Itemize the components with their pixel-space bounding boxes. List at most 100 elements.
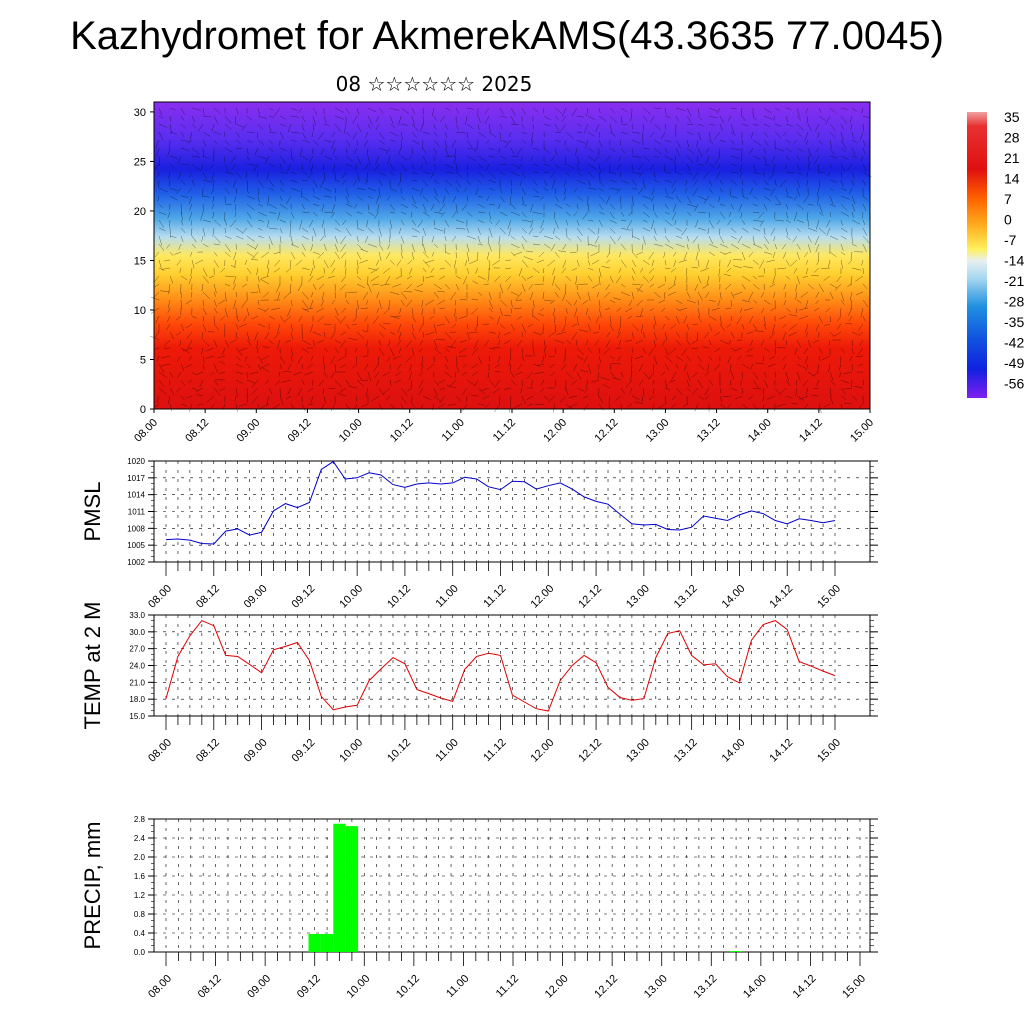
- wind-barb: [730, 131, 736, 136]
- wind-barb: [697, 291, 703, 301]
- wind-barb: [488, 291, 492, 300]
- wind-barb: [400, 163, 407, 172]
- wind-barb: [648, 251, 655, 260]
- wind-barb: [598, 355, 601, 363]
- wind-barb: [361, 379, 369, 381]
- wind-barb: [862, 315, 866, 322]
- wind-barb: [444, 155, 453, 158]
- wind-barb: [211, 203, 215, 210]
- wind-barb: [465, 115, 468, 125]
- wind-barb: [224, 291, 227, 302]
- x-tick-label: 09.12: [295, 973, 323, 1001]
- wind-barb: [594, 235, 600, 244]
- y-tick-label: 1.6: [134, 872, 146, 881]
- wind-barb: [419, 163, 424, 170]
- wind-barb: [806, 171, 809, 178]
- wind-barb: [246, 163, 257, 166]
- wind-barb: [592, 259, 600, 265]
- wind-barb: [444, 187, 450, 195]
- wind-barb: [187, 379, 193, 384]
- wind-barb: [510, 115, 516, 126]
- wind-barb: [640, 267, 644, 273]
- wind-barb: [752, 299, 758, 304]
- wind-barb: [497, 331, 501, 339]
- wind-barb: [367, 123, 371, 129]
- wind-barb: [851, 155, 858, 158]
- wind-barb: [377, 355, 380, 365]
- wind-barb: [499, 323, 506, 329]
- wind-barb: [724, 251, 732, 255]
- wind-barb: [692, 235, 699, 243]
- wind-barb: [191, 243, 196, 249]
- wind-barb: [653, 123, 662, 131]
- wind-barb: [840, 179, 844, 187]
- colorbar-label: -35: [1004, 314, 1024, 330]
- wind-barb: [609, 179, 617, 183]
- wind-barb: [825, 307, 831, 313]
- wind-barb: [771, 155, 776, 163]
- wind-barb: [598, 203, 604, 210]
- wind-barb: [755, 362, 765, 365]
- wind-barb: [609, 227, 616, 234]
- wind-barb: [279, 155, 286, 164]
- wind-barb: [186, 395, 193, 399]
- wind-barb: [675, 227, 683, 232]
- wind-barb: [353, 315, 358, 323]
- wind-barb: [767, 395, 776, 400]
- wind-barb: [560, 123, 567, 132]
- wind-barb: [260, 278, 270, 285]
- wind-barb: [345, 299, 350, 305]
- y-tick-label: 2.0: [134, 853, 146, 862]
- wind-barb: [815, 147, 820, 153]
- wind-barb: [155, 315, 160, 324]
- wind-barb: [763, 187, 773, 192]
- wind-barb: [397, 323, 402, 333]
- wind-barb: [224, 219, 228, 226]
- wind-barb: [860, 131, 864, 141]
- wind-barb: [400, 107, 409, 114]
- wind-barb: [356, 107, 360, 115]
- wind-barb: [477, 115, 481, 123]
- wind-barb: [209, 371, 215, 376]
- wind-barb: [824, 323, 831, 327]
- wind-barb: [334, 235, 338, 244]
- wind-barb: [609, 355, 615, 360]
- wind-barb: [631, 395, 640, 400]
- wind-barb: [568, 403, 578, 408]
- wind-barb: [562, 243, 567, 250]
- wind-barb: [367, 211, 375, 217]
- wind-barb: [521, 379, 523, 387]
- wind-barb: [389, 131, 399, 137]
- wind-barb: [543, 147, 551, 154]
- wind-barb: [300, 187, 303, 198]
- wind-barb: [179, 339, 182, 347]
- x-tick-label: 09.00: [234, 417, 262, 445]
- wind-barb: [264, 155, 270, 165]
- wind-barb: [714, 331, 721, 336]
- wind-barb: [244, 355, 248, 362]
- wind-barb: [158, 155, 160, 166]
- wind-barb: [261, 355, 270, 360]
- wind-barb: [375, 115, 380, 123]
- wind-barb: [317, 251, 325, 259]
- wind-barb: [521, 195, 524, 204]
- wind-barb: [681, 227, 688, 236]
- wind-barb: [642, 211, 650, 218]
- wind-barb: [320, 147, 325, 155]
- wind-barb: [862, 139, 866, 147]
- wind-barb: [323, 171, 326, 181]
- wind-barb: [695, 219, 699, 228]
- y-tick-label: 1011: [128, 508, 146, 517]
- wind-barb: [433, 379, 440, 387]
- wind-barb: [466, 251, 470, 262]
- wind-barb: [323, 187, 332, 192]
- wind-barb: [386, 147, 391, 155]
- wind-barb: [840, 123, 844, 130]
- wind-barb: [197, 403, 204, 406]
- wind-barb: [376, 291, 380, 299]
- wind-barb: [576, 203, 579, 210]
- wind-barb: [411, 171, 419, 175]
- wind-barb: [718, 147, 721, 157]
- x-tick-label: 10.12: [394, 973, 422, 1001]
